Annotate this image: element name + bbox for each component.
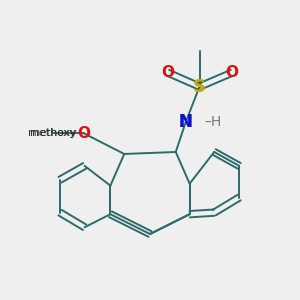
Text: N: N	[179, 113, 193, 131]
Text: S: S	[193, 78, 206, 96]
Text: O: O	[226, 65, 238, 80]
Text: O: O	[77, 126, 90, 141]
Text: N: N	[179, 113, 193, 131]
Text: methoxy: methoxy	[28, 128, 77, 138]
Text: methoxy: methoxy	[30, 128, 76, 138]
Text: O: O	[161, 65, 174, 80]
Text: –H: –H	[204, 115, 221, 129]
